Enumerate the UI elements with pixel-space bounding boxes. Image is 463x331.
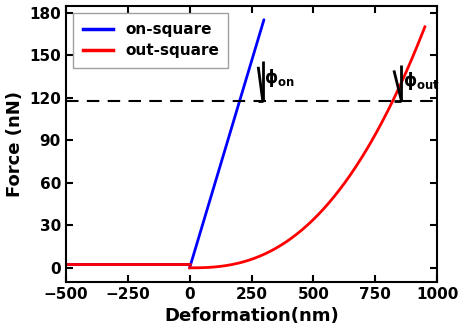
X-axis label: Deformation(nm): Deformation(nm) bbox=[164, 307, 338, 325]
Text: $\mathbf{\phi_{out}}$: $\mathbf{\phi_{out}}$ bbox=[402, 70, 438, 92]
Y-axis label: Force (nN): Force (nN) bbox=[6, 91, 24, 197]
Text: $\mathbf{\phi_{on}}$: $\mathbf{\phi_{on}}$ bbox=[263, 67, 294, 89]
Legend: on-square, out-square: on-square, out-square bbox=[73, 13, 228, 68]
